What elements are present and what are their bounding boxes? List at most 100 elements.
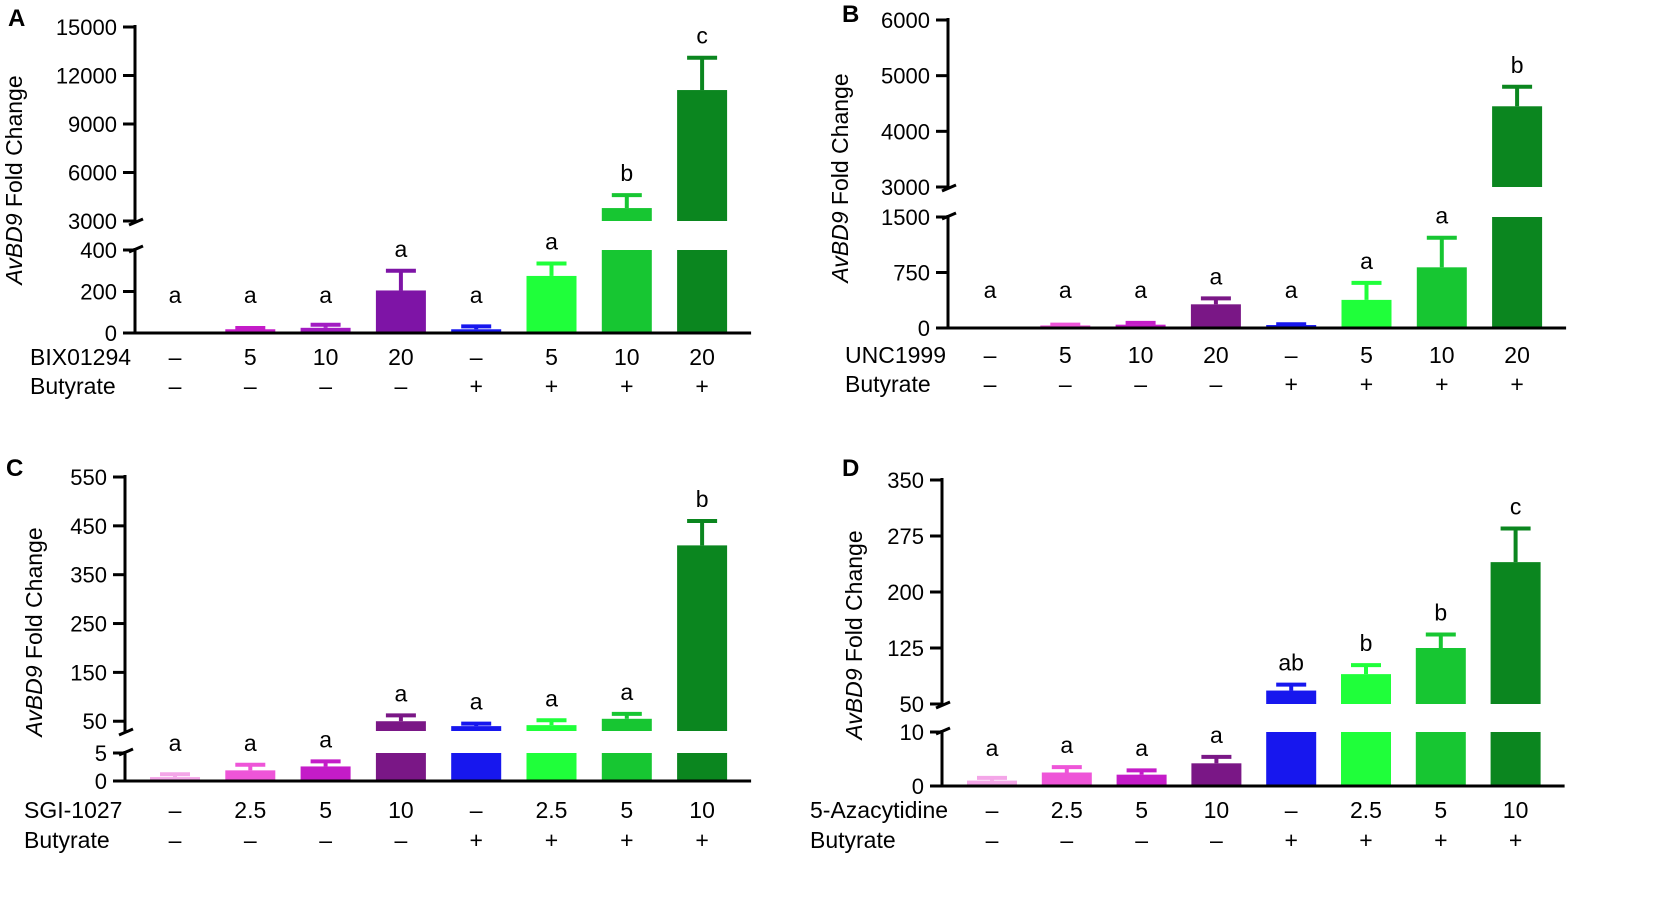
y-axis-title: AvBD9 Fold Change (1, 75, 27, 286)
y-axis-title: AvBD9 Fold Change (21, 527, 47, 738)
y-tick-label: 0 (918, 316, 930, 341)
butyrate-flag: + (469, 827, 482, 853)
butyrate-flag: – (244, 827, 257, 853)
significance-letter: a (169, 730, 182, 756)
bar-upper-segment (1415, 648, 1466, 704)
treatment-dose: – (169, 344, 182, 370)
significance-letter: a (1210, 722, 1223, 748)
axis-break-mark (118, 727, 134, 737)
y-tick-label: 550 (70, 465, 107, 490)
bar-upper-segment (601, 208, 652, 221)
y-tick-label: 350 (887, 468, 924, 493)
butyrate-flag: + (1284, 371, 1297, 397)
bar (1115, 324, 1166, 328)
bar (1190, 304, 1241, 328)
treatment-dose: 10 (1503, 797, 1529, 823)
butyrate-row-label: Butyrate (30, 373, 116, 399)
bar (1341, 732, 1391, 786)
treatment-dose: 10 (1128, 342, 1154, 368)
treatment-dose: 10 (388, 797, 414, 823)
treatment-row-label: UNC1999 (845, 342, 946, 368)
y-tick-label: 450 (70, 514, 107, 539)
bar-upper-segment (1266, 690, 1317, 704)
significance-letter: a (244, 730, 257, 756)
butyrate-flag: – (1134, 371, 1147, 397)
significance-letter: a (319, 282, 332, 308)
bar (601, 250, 652, 333)
treatment-dose: 10 (1429, 342, 1455, 368)
significance-letter: b (1360, 630, 1373, 656)
bar (1416, 267, 1467, 328)
bar (1490, 732, 1541, 786)
significance-letter: a (169, 282, 182, 308)
treatment-dose: – (470, 344, 483, 370)
butyrate-flag: + (1360, 371, 1373, 397)
treatment-dose: 5 (1059, 342, 1072, 368)
significance-letter: b (620, 160, 633, 186)
bar-upper-segment (601, 718, 652, 731)
butyrate-flag: – (1059, 371, 1072, 397)
bar (150, 777, 200, 781)
treatment-dose: 20 (1203, 342, 1229, 368)
butyrate-flag: – (1060, 827, 1073, 853)
bar-upper-segment (375, 721, 426, 731)
y-tick-label: 5000 (881, 64, 930, 89)
treatment-row-label: 5-Azacytidine (810, 797, 948, 823)
y-tick-label: 15000 (56, 15, 117, 40)
significance-letter: ab (1278, 650, 1304, 676)
butyrate-flag: + (1509, 827, 1522, 853)
butyrate-flag: + (620, 373, 633, 399)
y-tick-label: 750 (893, 261, 930, 286)
significance-letter: a (984, 277, 997, 303)
axis-break-mark (935, 700, 951, 710)
significance-letter: a (1360, 248, 1373, 274)
y-tick-label: 0 (105, 321, 117, 346)
treatment-dose: – (1285, 797, 1298, 823)
treatment-dose: 20 (388, 344, 414, 370)
treatment-dose: – (169, 797, 182, 823)
treatment-dose: 5 (319, 797, 332, 823)
bar-upper-segment (1490, 562, 1541, 704)
significance-letter: c (1510, 494, 1522, 520)
bar (375, 290, 426, 333)
treatment-dose: – (984, 342, 997, 368)
significance-letter: a (545, 685, 558, 711)
butyrate-row-label: Butyrate (845, 371, 931, 397)
significance-letter: a (545, 228, 558, 254)
butyrate-row-label: Butyrate (24, 827, 110, 853)
treatment-dose: 20 (689, 344, 715, 370)
bar (967, 780, 1017, 786)
significance-letter: a (1134, 277, 1147, 303)
significance-letter: a (470, 689, 483, 715)
bar (451, 329, 502, 333)
treatment-dose: 5 (620, 797, 633, 823)
y-tick-label: 6000 (881, 8, 930, 33)
significance-letter: a (1285, 277, 1298, 303)
panel-label: C (6, 455, 23, 482)
y-tick-label: 350 (70, 563, 107, 588)
bar-upper-segment (451, 726, 502, 731)
significance-letter: a (319, 726, 332, 752)
bar-upper-segment (526, 725, 577, 731)
bar-upper-segment (1492, 106, 1543, 187)
butyrate-row-label: Butyrate (810, 827, 896, 853)
bar (1492, 217, 1543, 328)
bar (677, 753, 728, 781)
panel-label: D (842, 455, 859, 482)
butyrate-flag: – (986, 827, 999, 853)
bar (225, 770, 276, 781)
bar (225, 329, 276, 333)
bar-upper-segment (677, 545, 728, 731)
bar (300, 327, 351, 333)
treatment-dose: 5 (1360, 342, 1373, 368)
y-axis-title: AvBD9 Fold Change (841, 530, 867, 741)
panel-label: B (842, 1, 859, 28)
treatment-dose: 2.5 (1051, 797, 1083, 823)
treatment-row-label: SGI-1027 (24, 797, 122, 823)
significance-letter: a (986, 735, 999, 761)
treatment-dose: 2.5 (1350, 797, 1382, 823)
significance-letter: b (696, 486, 709, 512)
butyrate-flag: + (1435, 371, 1448, 397)
